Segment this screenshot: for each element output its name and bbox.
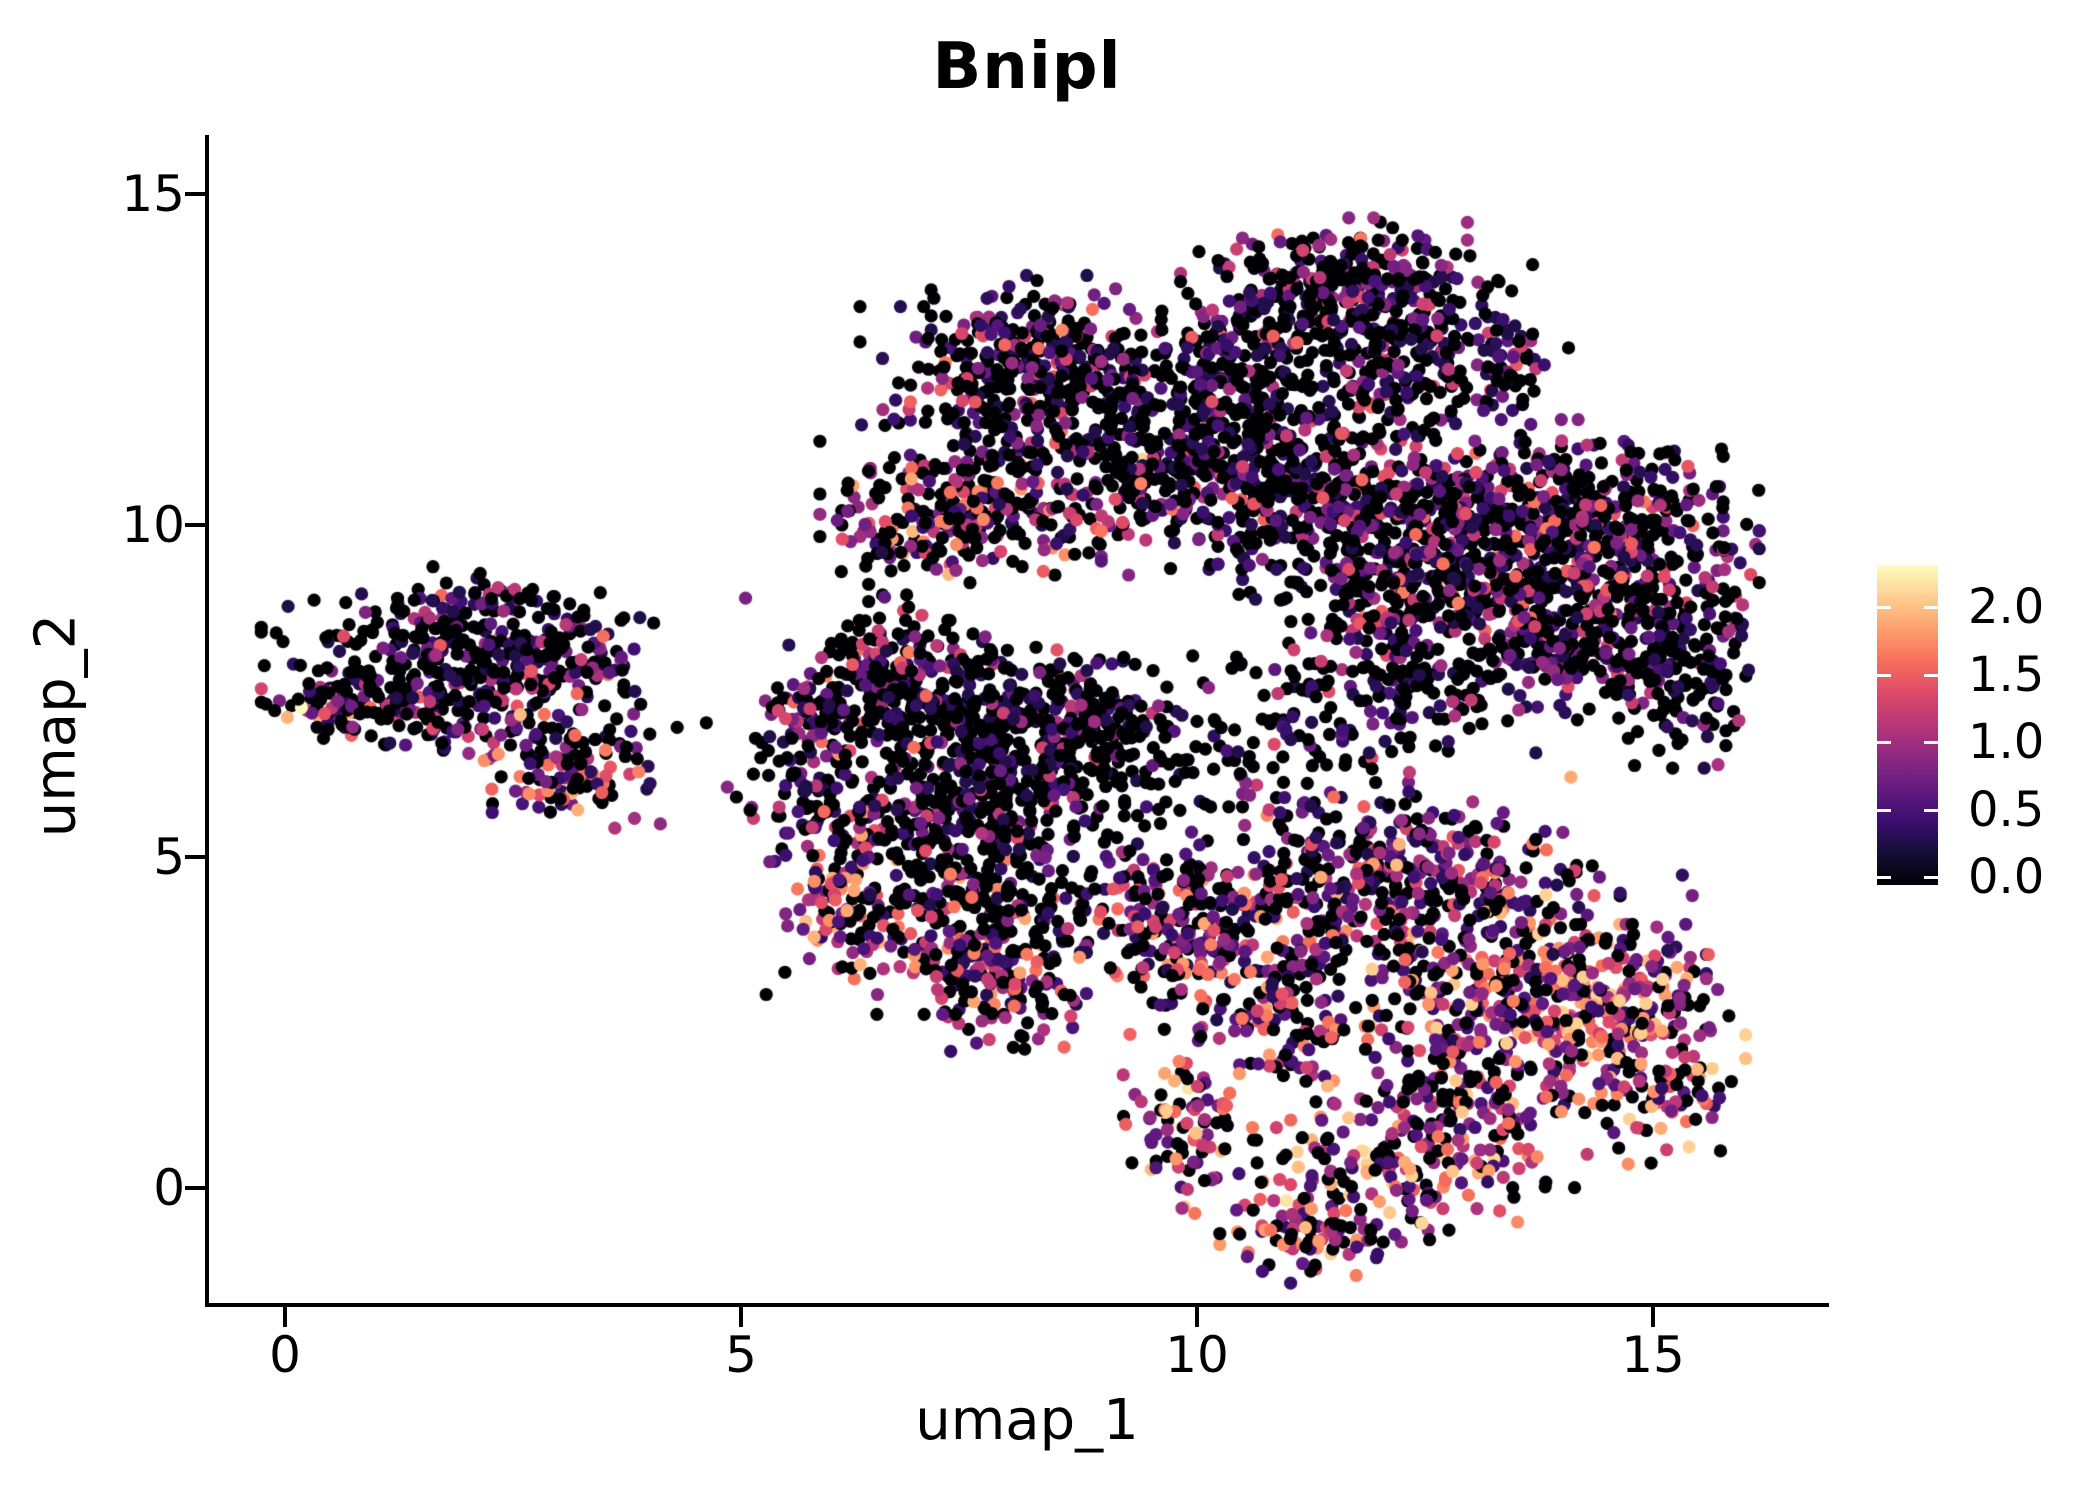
x-tick-label: 5 (725, 1326, 757, 1384)
x-axis-label: umap_1 (915, 1388, 1139, 1453)
colorbar-tick-mark (1924, 673, 1938, 677)
colorbar-tick-mark (1877, 673, 1891, 677)
y-tick-label: 5 (153, 827, 185, 886)
colorbar-tick-mark (1924, 741, 1938, 744)
colorbar-tick-mark (1924, 606, 1938, 609)
x-tick-label: 0 (269, 1326, 301, 1384)
colorbar-tick-mark (1877, 876, 1891, 879)
y-axis-label: umap_2 (23, 613, 89, 838)
colorbar-tick-mark (1877, 808, 1891, 812)
colorbar-tick-mark (1877, 741, 1891, 744)
y-tick-label: 10 (121, 496, 185, 555)
y-tick-mark (185, 1186, 205, 1190)
colorbar-tick-label: 2.0 (1968, 579, 2045, 635)
y-tick-mark (185, 854, 205, 859)
x-tick-mark (1195, 1307, 1199, 1327)
y-tick-mark (185, 191, 205, 196)
x-tick-label: 10 (1165, 1326, 1229, 1384)
y-tick-mark (185, 523, 205, 528)
colorbar-tick-label: 1.5 (1968, 646, 2045, 703)
y-tick-label: 0 (153, 1159, 185, 1217)
y-tick-label: 15 (121, 164, 185, 223)
x-tick-label: 15 (1621, 1326, 1685, 1384)
scatter-canvas (206, 134, 1848, 1306)
colorbar-tick-label: 1.0 (1968, 714, 2045, 770)
colorbar-tick-mark (1877, 606, 1891, 609)
colorbar-tick-label: 0.0 (1968, 849, 2045, 905)
colorbar-tick-label: 0.5 (1968, 781, 2045, 838)
plot-title: Bnipl (932, 30, 1122, 104)
x-tick-mark (1651, 1307, 1655, 1327)
colorbar-gradient (1877, 565, 1938, 885)
x-tick-mark (739, 1307, 743, 1327)
colorbar-tick-mark (1924, 808, 1938, 812)
x-tick-mark (283, 1307, 287, 1327)
colorbar-tick-mark (1924, 876, 1938, 879)
